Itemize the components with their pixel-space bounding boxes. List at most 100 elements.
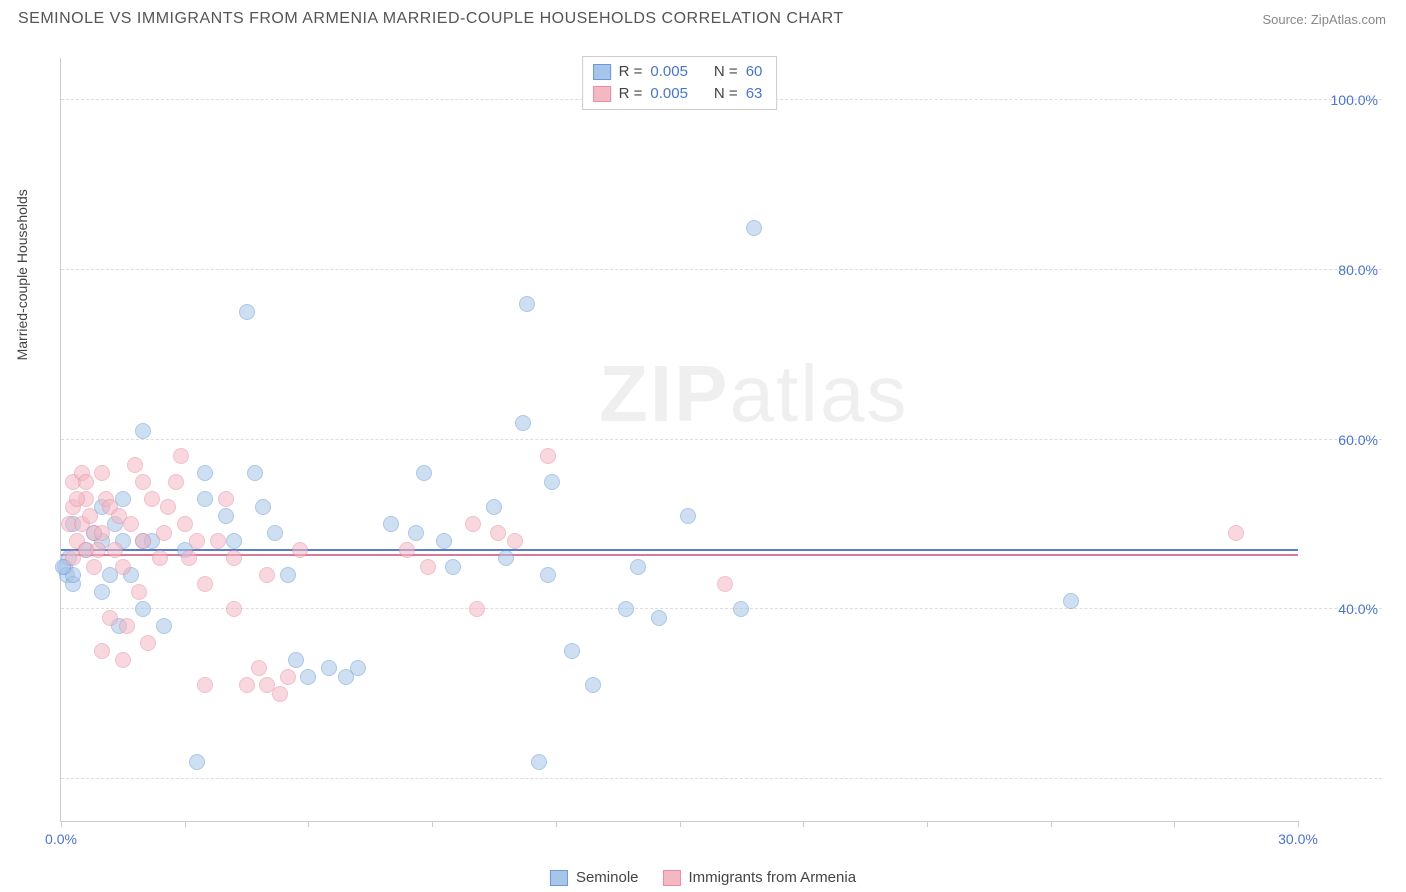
data-point bbox=[115, 652, 131, 668]
x-tick bbox=[432, 821, 433, 827]
data-point bbox=[123, 516, 139, 532]
data-point bbox=[160, 499, 176, 515]
data-point bbox=[486, 499, 502, 515]
data-point bbox=[383, 516, 399, 532]
y-tick-label: 60.0% bbox=[1308, 432, 1378, 448]
legend-label: Seminole bbox=[576, 869, 639, 886]
data-point bbox=[177, 516, 193, 532]
data-point bbox=[197, 465, 213, 481]
data-point bbox=[94, 584, 110, 600]
data-point bbox=[519, 296, 535, 312]
data-point bbox=[280, 669, 296, 685]
gridline bbox=[61, 608, 1382, 609]
data-point bbox=[218, 508, 234, 524]
gridline bbox=[61, 778, 1382, 779]
data-point bbox=[168, 474, 184, 490]
data-point bbox=[321, 660, 337, 676]
legend-swatch bbox=[550, 870, 568, 886]
data-point bbox=[144, 491, 160, 507]
legend-label: Immigrants from Armenia bbox=[689, 869, 857, 886]
data-point bbox=[420, 559, 436, 575]
data-point bbox=[272, 686, 288, 702]
data-point bbox=[1063, 593, 1079, 609]
data-point bbox=[618, 601, 634, 617]
data-point bbox=[173, 448, 189, 464]
data-point bbox=[152, 550, 168, 566]
y-tick-label: 100.0% bbox=[1308, 92, 1378, 108]
data-point bbox=[135, 601, 151, 617]
data-point bbox=[498, 550, 514, 566]
x-tick bbox=[680, 821, 681, 827]
legend-top: R =0.005N =60R =0.005N =63 bbox=[582, 56, 778, 110]
data-point bbox=[94, 643, 110, 659]
y-tick-label: 40.0% bbox=[1308, 601, 1378, 617]
legend-r-value: 0.005 bbox=[650, 61, 688, 83]
data-point bbox=[115, 559, 131, 575]
data-point bbox=[651, 610, 667, 626]
data-point bbox=[630, 559, 646, 575]
data-point bbox=[436, 533, 452, 549]
chart-title: SEMINOLE VS IMMIGRANTS FROM ARMENIA MARR… bbox=[18, 10, 844, 28]
legend-item: Immigrants from Armenia bbox=[663, 869, 857, 886]
legend-bottom: Seminole Immigrants from Armenia bbox=[550, 869, 856, 886]
data-point bbox=[135, 533, 151, 549]
data-point bbox=[94, 525, 110, 541]
legend-n-value: 63 bbox=[746, 83, 763, 105]
data-point bbox=[267, 525, 283, 541]
legend-n-label: N = bbox=[714, 61, 738, 83]
data-point bbox=[65, 550, 81, 566]
data-point bbox=[350, 660, 366, 676]
legend-n-label: N = bbox=[714, 83, 738, 105]
data-point bbox=[445, 559, 461, 575]
x-tick bbox=[61, 821, 62, 827]
data-point bbox=[90, 542, 106, 558]
gridline bbox=[61, 439, 1382, 440]
chart-source: Source: ZipAtlas.com bbox=[1262, 12, 1386, 27]
x-tick bbox=[1298, 821, 1299, 827]
legend-swatch bbox=[663, 870, 681, 886]
data-point bbox=[288, 652, 304, 668]
data-point bbox=[585, 677, 601, 693]
data-point bbox=[255, 499, 271, 515]
data-point bbox=[197, 491, 213, 507]
data-point bbox=[135, 423, 151, 439]
data-point bbox=[226, 550, 242, 566]
gridline bbox=[61, 269, 1382, 270]
data-point bbox=[408, 525, 424, 541]
legend-item: Seminole bbox=[550, 869, 639, 886]
legend-n-value: 60 bbox=[746, 61, 763, 83]
data-point bbox=[292, 542, 308, 558]
y-axis-label: Married-couple Households bbox=[14, 189, 30, 360]
plot-area: ZIPatlas R =0.005N =60R =0.005N =63 40.0… bbox=[60, 58, 1298, 822]
data-point bbox=[465, 516, 481, 532]
data-point bbox=[1228, 525, 1244, 541]
data-point bbox=[218, 491, 234, 507]
data-point bbox=[259, 567, 275, 583]
chart-area: Married-couple Households ZIPatlas R =0.… bbox=[18, 40, 1388, 852]
data-point bbox=[564, 643, 580, 659]
x-tick-label: 0.0% bbox=[45, 831, 77, 847]
x-tick bbox=[556, 821, 557, 827]
data-point bbox=[469, 601, 485, 617]
data-point bbox=[515, 415, 531, 431]
x-tick bbox=[308, 821, 309, 827]
legend-r-value: 0.005 bbox=[650, 83, 688, 105]
data-point bbox=[107, 542, 123, 558]
data-point bbox=[746, 220, 762, 236]
data-point bbox=[680, 508, 696, 524]
data-point bbox=[102, 610, 118, 626]
data-point bbox=[86, 559, 102, 575]
data-point bbox=[507, 533, 523, 549]
data-point bbox=[239, 677, 255, 693]
data-point bbox=[189, 533, 205, 549]
data-point bbox=[78, 474, 94, 490]
data-point bbox=[490, 525, 506, 541]
data-point bbox=[544, 474, 560, 490]
x-tick bbox=[185, 821, 186, 827]
legend-swatch bbox=[593, 64, 611, 80]
data-point bbox=[531, 754, 547, 770]
data-point bbox=[226, 533, 242, 549]
data-point bbox=[540, 567, 556, 583]
x-tick bbox=[1051, 821, 1052, 827]
y-tick-label: 80.0% bbox=[1308, 262, 1378, 278]
